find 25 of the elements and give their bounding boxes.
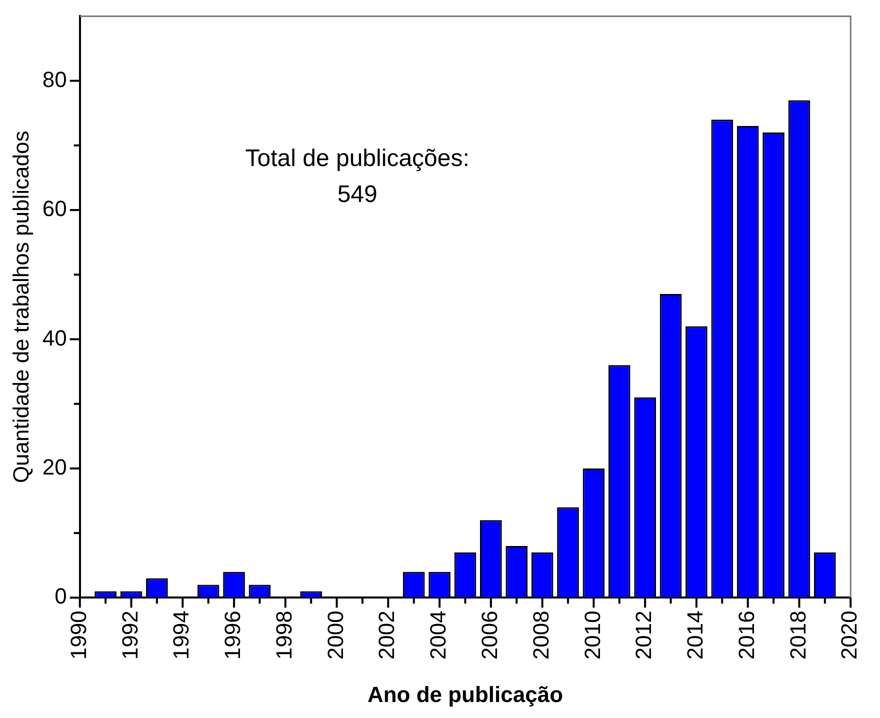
y-tick-label: 40 bbox=[42, 325, 67, 350]
x-tick-label: 2014 bbox=[682, 610, 708, 660]
x-tick-label: 2004 bbox=[426, 610, 451, 660]
x-tick-label: 1992 bbox=[117, 610, 142, 660]
annotation: Total de publicações: bbox=[245, 145, 470, 172]
y-tick-label: 60 bbox=[42, 196, 67, 222]
x-tick-label: 2020 bbox=[836, 610, 862, 660]
x-tick-label: 2018 bbox=[785, 610, 810, 660]
x-tick-label: 2002 bbox=[374, 610, 400, 660]
x-tick-label: 2006 bbox=[476, 610, 502, 660]
x-tick-label: 2008 bbox=[528, 610, 554, 660]
x-tick-label: 1998 bbox=[271, 610, 296, 660]
y-tick-label: 20 bbox=[42, 454, 67, 480]
x-tick-label: 2012 bbox=[631, 610, 656, 660]
annotation: 549 bbox=[337, 181, 378, 208]
y-tick-label: 0 bbox=[54, 584, 67, 609]
y-axis-title: Quantidade de trabalhos publicados bbox=[8, 130, 34, 484]
x-tick-label: 1996 bbox=[220, 610, 246, 660]
x-tick-label: 1994 bbox=[168, 610, 194, 660]
x-tick-label: 2010 bbox=[580, 610, 605, 660]
x-axis-title: Ano de publicação bbox=[367, 682, 564, 707]
y-tick-label: 80 bbox=[42, 66, 67, 92]
x-tick-label: 2016 bbox=[734, 610, 759, 660]
x-tick-label: 1990 bbox=[66, 610, 91, 660]
x-tick-label: 2000 bbox=[322, 610, 348, 660]
